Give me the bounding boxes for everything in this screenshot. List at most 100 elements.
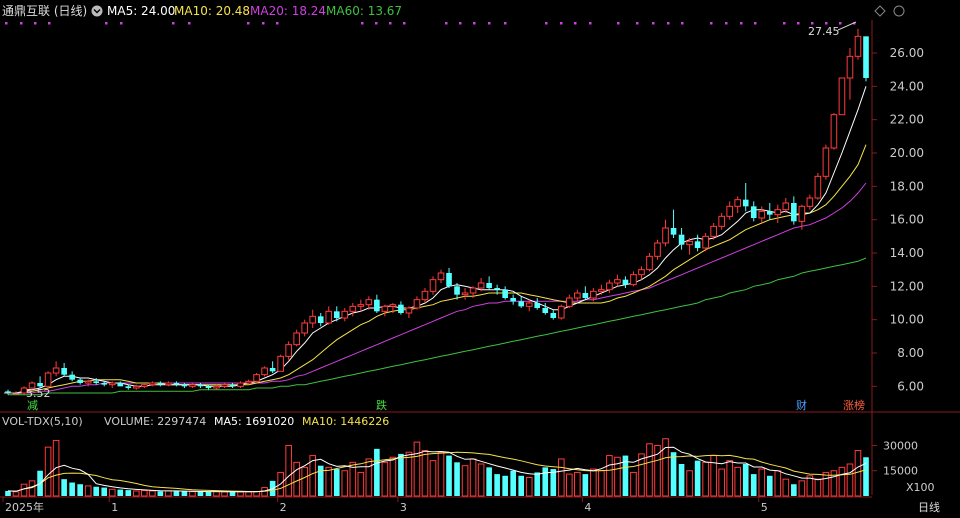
- candle-body: [774, 209, 782, 216]
- candle-body: [446, 273, 452, 287]
- volume-axis: 15000 30000: [872, 439, 918, 478]
- candle: [149, 381, 156, 387]
- candle: [141, 383, 148, 388]
- time-tick-label: 3: [400, 501, 407, 514]
- candle-body: [742, 199, 749, 207]
- vol-ma5-legend: MA5: 1691020: [214, 415, 294, 428]
- volume-bar: [285, 444, 292, 497]
- candle: [269, 361, 276, 373]
- volume-ma-layer: [7, 446, 867, 493]
- candle: [518, 296, 525, 308]
- candle-body: [750, 206, 757, 218]
- volume-bar: [61, 479, 67, 496]
- signal-dot: [560, 22, 563, 25]
- candle: [686, 238, 693, 255]
- candle: [69, 371, 75, 382]
- candle-body: [822, 147, 830, 177]
- candle-body: [726, 205, 733, 217]
- candle-body: [77, 379, 83, 383]
- candle-body: [830, 114, 838, 149]
- price-tick-label: 10.00: [890, 313, 924, 327]
- event-marker-reduce[interactable]: 减: [27, 399, 38, 412]
- candle-body: [325, 310, 333, 324]
- candle: [61, 363, 67, 377]
- volume-bar: [405, 451, 413, 497]
- volume-bar: [710, 455, 717, 497]
- volume-bar: [534, 472, 541, 496]
- candle: [381, 304, 389, 317]
- candle: [750, 201, 757, 222]
- signal-dot: [459, 22, 462, 25]
- diamond-icon[interactable]: [874, 5, 886, 17]
- volume-bar: [446, 455, 452, 496]
- event-marker-fall[interactable]: 跌: [376, 398, 387, 412]
- signal-dot: [740, 22, 743, 25]
- time-tick-label: 4: [584, 501, 591, 514]
- candle-body: [229, 384, 236, 387]
- event-marker-finance[interactable]: 财: [796, 398, 807, 412]
- candle-body: [542, 308, 549, 313]
- price-tick-label: 24.00: [890, 79, 924, 93]
- candle-body: [309, 315, 317, 324]
- candle-body: [566, 297, 573, 307]
- volume-bar: [421, 450, 429, 497]
- signal-dot: [361, 22, 364, 25]
- signal-dot: [445, 22, 448, 25]
- candle-body: [598, 289, 605, 292]
- candle-body: [670, 228, 677, 235]
- candle-body: [108, 382, 116, 386]
- candle: [670, 209, 677, 238]
- volume-bar: [157, 491, 164, 496]
- price-tick-label: 22.00: [890, 113, 924, 127]
- candle: [590, 288, 597, 302]
- signal-dot: [188, 22, 191, 25]
- candle-body: [317, 316, 324, 323]
- candle: [125, 384, 132, 390]
- period-label[interactable]: 日线: [918, 500, 940, 514]
- candle-body: [405, 307, 413, 314]
- candle-body: [101, 383, 108, 385]
- candle: [317, 313, 324, 327]
- candle-body: [398, 304, 404, 313]
- vol-indicator-name[interactable]: VOL-TDX(5,10): [2, 415, 83, 428]
- candle: [766, 203, 773, 220]
- event-marker-top-gainers[interactable]: 涨榜: [843, 398, 865, 412]
- circle-toggle-icon[interactable]: [893, 5, 905, 17]
- volume-bar-layer: [5, 438, 869, 497]
- volume-bar: [782, 478, 790, 497]
- candle-body: [189, 384, 196, 387]
- candle-body: [718, 215, 725, 227]
- signal-dot: [754, 22, 757, 25]
- candle: [622, 276, 629, 288]
- candle: [710, 223, 717, 240]
- volume-bar: [413, 441, 421, 497]
- ma5-legend: MA5: 24.00: [107, 4, 175, 18]
- candle-body: [374, 299, 380, 312]
- candle-body: [413, 299, 421, 309]
- volume-bar: [141, 490, 148, 497]
- candle: [181, 383, 188, 388]
- signal-dot: [120, 22, 123, 25]
- candle-body: [293, 332, 300, 346]
- volume-bar: [525, 476, 533, 497]
- candle: [510, 294, 516, 305]
- candle-body: [301, 322, 308, 334]
- volume-bar: [734, 466, 742, 497]
- candle: [557, 304, 565, 320]
- volume-tick-label: 15000: [883, 465, 918, 478]
- candle-body: [806, 197, 814, 207]
- candle: [662, 219, 669, 247]
- candle: [742, 183, 749, 212]
- collapse-icon[interactable]: [91, 5, 103, 17]
- candle: [52, 361, 60, 377]
- volume-bar: [582, 474, 589, 496]
- candle: [5, 389, 11, 395]
- candle: [838, 77, 846, 116]
- signal-dot: [105, 22, 108, 25]
- volume-bar: [12, 491, 20, 497]
- candle: [814, 173, 822, 200]
- volume-bar: [822, 471, 830, 497]
- candle: [93, 378, 100, 385]
- volume-bar: [830, 470, 838, 497]
